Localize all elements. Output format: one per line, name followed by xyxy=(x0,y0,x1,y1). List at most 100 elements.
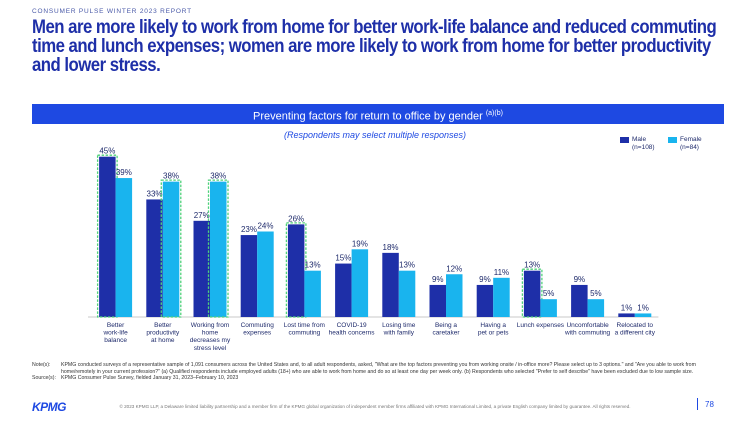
category-label-line: health concerns xyxy=(329,330,376,337)
bar-male-11 xyxy=(618,313,635,317)
category-label-line: Lunch expenses xyxy=(517,322,565,329)
legend-note-female: (n=84) xyxy=(680,144,699,151)
category-label-3: Commuting expenses xyxy=(241,322,275,337)
data-label-male-7: 9% xyxy=(432,275,444,284)
highlight-outline-9-0 xyxy=(521,268,543,318)
category-label-line: Having a xyxy=(480,322,506,329)
chart-legend: Male (n=108) Female (n=84) xyxy=(620,136,730,166)
legend-item-male: Male (n=108) xyxy=(632,136,655,152)
data-label-female-11: 1% xyxy=(637,303,649,312)
category-label-4: Lost time from commuting xyxy=(284,322,325,337)
bar-male-5 xyxy=(335,263,352,317)
bar-male-1 xyxy=(146,199,163,317)
chart-title: Preventing factors for return to office … xyxy=(253,110,483,123)
category-label-line: with commuting xyxy=(564,330,611,337)
report-label: CONSUMER PULSE WINTER 2023 REPORT xyxy=(32,8,192,15)
footer-divider xyxy=(697,398,698,410)
data-label-male-10: 9% xyxy=(574,275,586,284)
chart-title-footnote: (a)(b) xyxy=(485,110,503,117)
bar-male-3 xyxy=(240,235,258,317)
bar-female-11 xyxy=(634,313,652,317)
data-label-male-5: 15% xyxy=(335,254,351,263)
data-label-female-2: 38% xyxy=(210,172,226,181)
bar-male-4 xyxy=(287,224,305,317)
data-label-female-8: 11% xyxy=(494,268,509,277)
data-label-female-9: 5% xyxy=(543,289,555,298)
bar-female-10 xyxy=(587,299,605,317)
category-label-1: Better productivity at home xyxy=(146,322,180,344)
category-label-line: caretaker xyxy=(432,330,460,337)
category-label-line: Relocated to xyxy=(617,322,654,329)
data-label-male-8: 9% xyxy=(479,275,491,284)
bar-female-8 xyxy=(493,277,510,317)
category-label-line: home xyxy=(202,330,219,337)
notes-section: Note(s): KPMG conducted surveys of a rep… xyxy=(32,362,722,382)
page-number: 78 xyxy=(705,400,714,409)
source-row: Source(s): KPMG Consumer Pulse Survey, f… xyxy=(32,375,722,382)
category-label-line: work-life xyxy=(102,330,128,337)
category-label-2: Working from home decreases my stress level xyxy=(190,322,231,352)
category-label-8: Having a pet or pets xyxy=(478,322,509,337)
data-label-female-6: 13% xyxy=(399,261,415,270)
note-text: KPMG conducted surveys of a representati… xyxy=(61,362,696,375)
category-label-11: Relocated to a different city xyxy=(615,322,656,337)
bar-male-10 xyxy=(571,284,588,317)
category-label-line: Better xyxy=(107,322,125,329)
data-label-male-3: 23% xyxy=(241,225,257,234)
bar-female-2 xyxy=(210,181,227,317)
bar-female-7 xyxy=(446,274,463,317)
category-label-line: Better xyxy=(154,322,172,329)
category-label-line: expenses xyxy=(243,330,272,337)
bar-female-1 xyxy=(162,181,180,317)
chart-subtitle: (Respondents may select multiple respons… xyxy=(283,130,467,140)
note-key: Note(s): xyxy=(32,362,51,368)
data-label-male-11: 1% xyxy=(621,303,633,312)
data-label-male-9: 13% xyxy=(524,261,540,270)
category-label-line: at home xyxy=(151,337,175,344)
category-label-line: Working from xyxy=(191,322,230,329)
data-label-male-6: 18% xyxy=(383,243,399,252)
category-label-9: Lunch expenses xyxy=(517,322,565,329)
legend-swatch-female xyxy=(668,137,677,143)
bar-male-7 xyxy=(429,284,446,317)
category-label-line: Commuting xyxy=(241,322,275,329)
data-label-female-7: 12% xyxy=(446,264,462,273)
category-label-line: Lost time from xyxy=(284,322,325,329)
category-label-10: Uncomfortable with commuting xyxy=(564,322,611,337)
category-label-line: COVID-19 xyxy=(337,322,367,329)
data-label-female-4: 13% xyxy=(305,261,321,270)
category-label-line: stress level xyxy=(194,345,227,352)
highlight-outline-1-1 xyxy=(160,179,182,318)
highlight-outline-4-0 xyxy=(285,222,307,318)
bar-male-8 xyxy=(476,284,494,317)
category-label-line: Losing time xyxy=(382,322,416,329)
data-label-male-2: 27% xyxy=(194,211,210,220)
category-label-line: Being a xyxy=(435,322,457,329)
note-row: Note(s): KPMG conducted surveys of a rep… xyxy=(32,362,722,375)
category-label-line: productivity xyxy=(146,330,180,337)
bar-female-3 xyxy=(257,231,274,317)
category-label-0: Better work-life balance xyxy=(102,322,128,344)
footer-legal-text: © 2023 KPMG LLP, a Delaware limited liab… xyxy=(119,404,631,409)
source-key: Source(s): xyxy=(32,375,56,382)
bar-chart: 45%39%Better work-life balance33%38%Better… xyxy=(88,147,659,352)
bar-female-4 xyxy=(304,270,321,317)
bar-female-0 xyxy=(115,178,133,317)
data-label-male-0: 45% xyxy=(99,147,115,156)
category-label-line: Uncomfortable xyxy=(566,322,609,329)
legend-label-male: Male xyxy=(632,136,647,143)
category-label-6: Losing time with family xyxy=(382,322,416,337)
bar-male-0 xyxy=(99,156,116,317)
data-label-female-10: 5% xyxy=(590,289,602,298)
category-label-line: commuting xyxy=(289,330,321,337)
bar-female-9 xyxy=(540,299,557,317)
source-text: KPMG Consumer Pulse Survey, fielded Janu… xyxy=(61,375,239,382)
highlight-outline-2-1 xyxy=(207,179,229,318)
data-label-male-1: 33% xyxy=(147,189,163,198)
category-label-line: decreases my xyxy=(190,337,231,344)
chart-banner: Preventing factors for return to office … xyxy=(32,104,724,124)
legend-note-male: (n=108) xyxy=(632,144,655,151)
category-label-line: balance xyxy=(104,337,127,344)
bar-female-5 xyxy=(351,249,369,317)
bar-male-6 xyxy=(382,252,399,317)
